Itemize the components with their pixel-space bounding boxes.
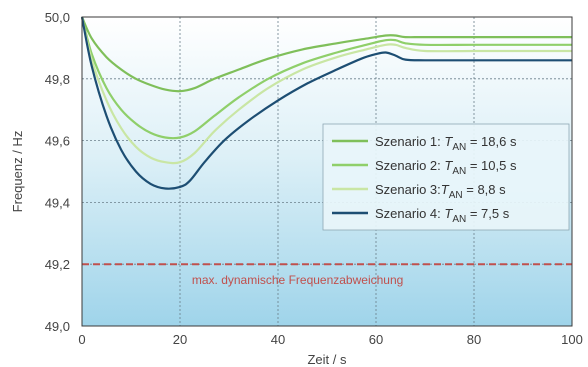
- series-line-3: [80, 16, 572, 165]
- x-axis-label: Zeit / s: [307, 352, 347, 367]
- x-tick-label: 100: [561, 332, 583, 347]
- series-line-4: [80, 16, 572, 190]
- x-tick-label: 20: [173, 332, 187, 347]
- legend: Szenario 1: TAN = 18,6 s Szenario 2: TAN …: [322, 123, 570, 231]
- legend-label-1: Szenario 1: TAN = 18,6 s: [375, 134, 517, 153]
- tick-labels: 0 20 40 60 80 100 49,0 49,2 49,4 49,6 49,8 50,0: [45, 10, 583, 347]
- plot-frame: [81, 16, 573, 327]
- series-line-1: [80, 16, 572, 93]
- y-tick-label: 49,0: [45, 319, 70, 334]
- y-tick-label: 50,0: [45, 10, 70, 25]
- x-tick-label: 0: [78, 332, 85, 347]
- axes: [81, 16, 573, 327]
- x-tick-label: 40: [271, 332, 285, 347]
- y-axis-label: Frequenz / Hz: [10, 131, 25, 213]
- legend-label-3: Szenario 3:TAN = 8,8 s: [375, 182, 506, 201]
- x-tick-label: 60: [369, 332, 383, 347]
- y-tick-label: 49,8: [45, 72, 70, 87]
- reference-line-group: max. dynamische Frequenzabweichung: [82, 263, 572, 287]
- y-tick-label: 49,6: [45, 134, 70, 149]
- series-lines: [80, 16, 572, 190]
- reference-line-label: max. dynamische Frequenzabweichung: [192, 273, 403, 287]
- legend-label-2: Szenario 2: TAN = 10,5 s: [375, 158, 517, 177]
- y-tick-label: 49,4: [45, 195, 70, 210]
- series-line-2: [80, 16, 572, 140]
- x-tick-label: 80: [467, 332, 481, 347]
- y-tick-label: 49,2: [45, 257, 70, 272]
- legend-label-4: Szenario 4: TAN = 7,5 s: [375, 206, 510, 225]
